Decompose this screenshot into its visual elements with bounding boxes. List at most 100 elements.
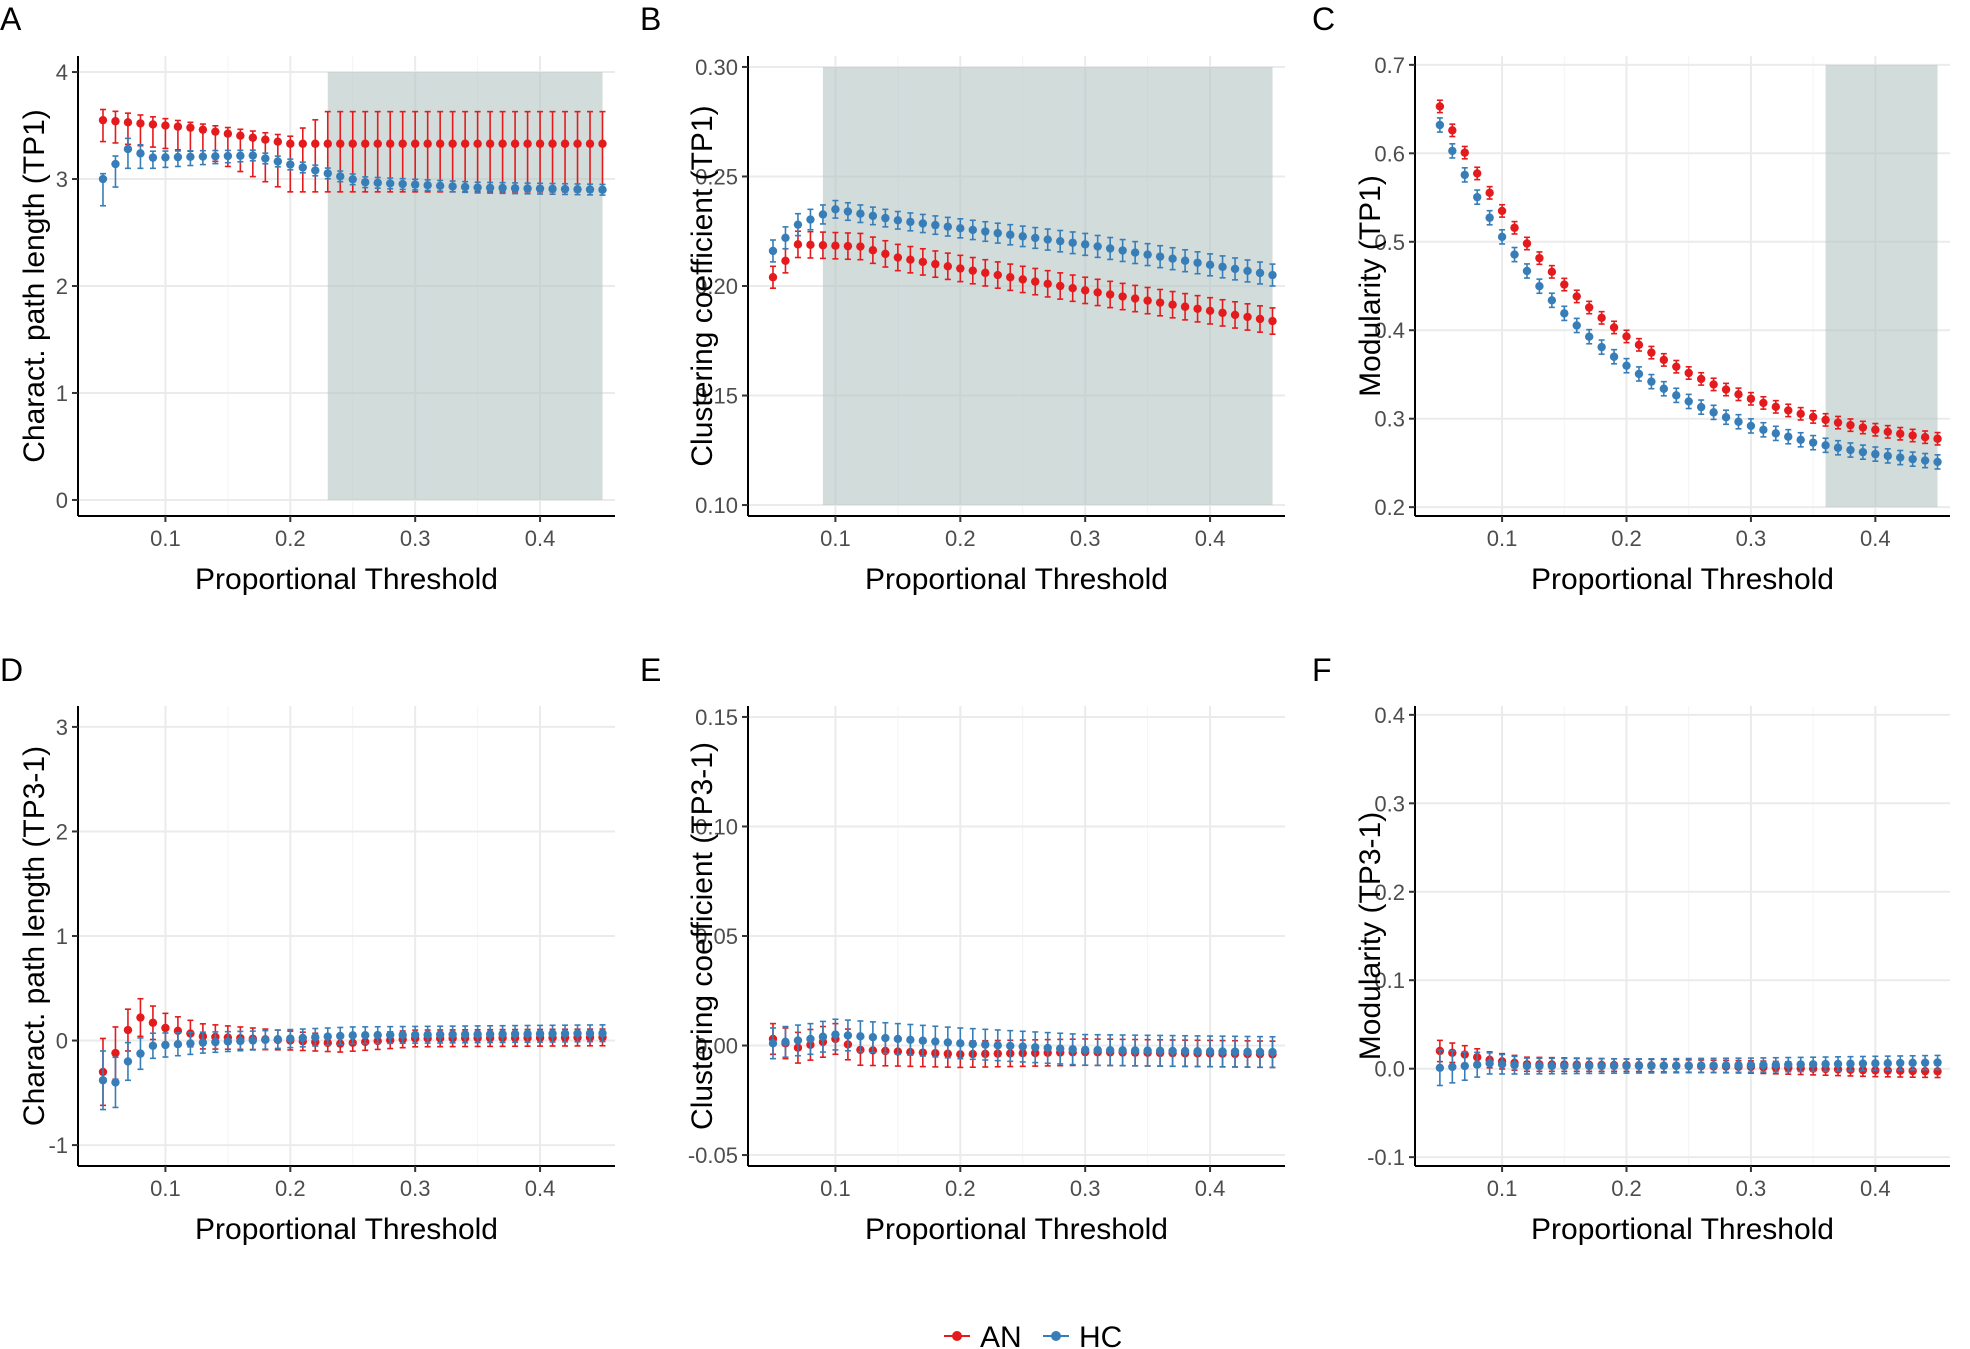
data-point-hc [1933, 457, 1942, 467]
y-tick-label: 0.4 [1374, 703, 1405, 728]
y-tick-label: 1 [56, 924, 68, 949]
data-point-an [173, 122, 183, 131]
data-point-an [1883, 427, 1892, 436]
data-point-hc [560, 1029, 570, 1038]
y-tick-label: 0.00 [695, 1034, 738, 1059]
x-axis-title: Proportional Threshold [865, 563, 1168, 596]
significance-shade [1825, 64, 1938, 508]
data-point-an [111, 117, 120, 126]
data-point-hc [1896, 1058, 1905, 1068]
data-point-hc [1883, 1059, 1892, 1068]
data-point-hc [585, 1029, 595, 1038]
data-point-hc [585, 185, 595, 194]
data-point-hc [1672, 391, 1681, 400]
data-point-an [1908, 1066, 1917, 1076]
data-point-an [1448, 126, 1457, 135]
data-point-hc [1080, 240, 1090, 249]
data-point-hc [223, 1037, 233, 1046]
data-point-an [1896, 429, 1905, 438]
y-tick-label: 0.4 [1374, 318, 1405, 343]
series-an [1435, 99, 1942, 446]
y-tick-label: 0.10 [695, 493, 738, 518]
data-point-an [981, 268, 990, 278]
y-tick-label: 0.3 [1374, 791, 1405, 816]
data-point-an [1180, 302, 1190, 311]
data-point-hc [1031, 1043, 1040, 1052]
data-point-hc [1808, 438, 1818, 447]
data-point-hc [311, 166, 320, 175]
data-point-an [1584, 303, 1594, 312]
data-point-an [198, 125, 208, 134]
y-tick-label: 0.15 [695, 384, 738, 409]
data-point-hc [1180, 256, 1190, 265]
data-point-an [868, 246, 878, 255]
data-point-an [1218, 308, 1227, 318]
data-point-hc [1460, 170, 1469, 180]
data-point-hc [1255, 1047, 1265, 1057]
x-tick-label: 0.4 [525, 1176, 556, 1201]
data-point-hc [856, 209, 865, 218]
data-point-hc [573, 1029, 582, 1038]
data-point-hc [1734, 1061, 1743, 1070]
data-point-hc [1485, 1059, 1494, 1068]
data-point-hc [1143, 1046, 1152, 1055]
data-point-an [186, 123, 195, 132]
data-point-an [498, 139, 507, 148]
data-point-an [1460, 148, 1469, 157]
x-tick-label: 0.1 [1487, 526, 1518, 551]
data-point-an [1796, 409, 1805, 418]
y-tick-label: 4 [56, 60, 68, 85]
data-point-hc [186, 1039, 195, 1048]
data-point-hc [361, 178, 370, 187]
x-tick-label: 0.3 [400, 1176, 431, 1201]
data-point-hc [1908, 1058, 1917, 1068]
data-point-hc [1497, 1060, 1507, 1069]
legend-hc-label: HC [1079, 1321, 1122, 1349]
data-point-hc [968, 1039, 977, 1049]
panel-letter-b: B [640, 1, 661, 37]
data-point-hc [1746, 1060, 1756, 1070]
x-tick-label: 0.2 [1611, 1176, 1642, 1201]
data-point-hc [448, 1030, 457, 1039]
panels: A 0.1 0.2 0.3 0.4 0 1 2 3 4 Proportional Threshold… [0, 1, 1950, 1246]
data-point-hc [1833, 443, 1843, 452]
data-point-an [943, 262, 953, 271]
data-point-hc [1584, 1061, 1594, 1071]
data-point-hc [148, 1041, 158, 1050]
data-point-an [1205, 306, 1215, 316]
data-point-an [1597, 313, 1606, 323]
data-point-hc [831, 1030, 840, 1039]
data-point-an [1920, 432, 1930, 442]
data-point-hc [435, 1030, 445, 1039]
data-point-hc [223, 151, 233, 161]
data-point-an [1068, 283, 1077, 293]
data-point-hc [510, 184, 520, 193]
x-axis-title: Proportional Threshold [865, 1213, 1168, 1246]
data-point-hc [1684, 397, 1693, 406]
x-tick-label: 0.1 [820, 1176, 851, 1201]
data-point-hc [523, 184, 532, 193]
data-point-hc [273, 1035, 283, 1044]
x-axis-title: Proportional Threshold [195, 563, 498, 596]
data-point-hc [498, 183, 507, 193]
data-point-hc [236, 151, 245, 160]
data-point-an [1535, 253, 1544, 263]
data-point-an [918, 257, 928, 267]
data-point-hc [1193, 258, 1202, 267]
data-point-hc [1784, 1060, 1793, 1069]
data-point-hc [1130, 248, 1140, 257]
data-point-an [1734, 390, 1743, 399]
data-point-hc [1572, 1061, 1581, 1071]
data-point-an [1572, 292, 1581, 301]
data-point-hc [1218, 262, 1227, 272]
data-point-an [248, 133, 258, 142]
data-point-hc [1759, 425, 1768, 434]
data-point-hc [868, 1033, 878, 1042]
y-tick-label: 0.10 [695, 814, 738, 839]
data-point-hc [336, 1031, 345, 1041]
panel-letter-a: A [0, 1, 22, 37]
data-point-hc [881, 213, 890, 223]
data-point-hc [1056, 236, 1065, 246]
series-hc [1435, 117, 1942, 470]
data-point-an [1858, 423, 1868, 432]
